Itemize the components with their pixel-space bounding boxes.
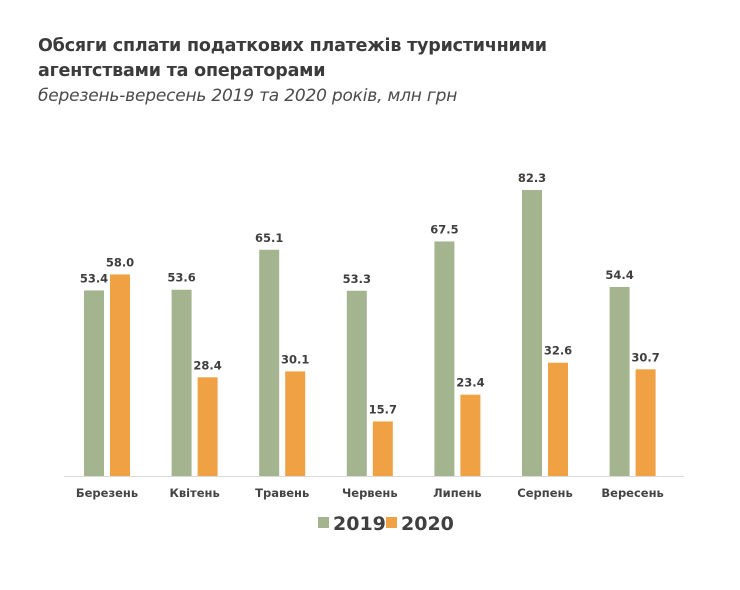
x-tick-label: Березень — [76, 486, 138, 500]
chart-title: Обсяги сплати податкових платежів турист… — [38, 36, 547, 81]
data-label-2019-1: 53.6 — [167, 271, 195, 285]
bar-2019-6 — [609, 286, 630, 476]
x-tick-label: Липень — [433, 486, 482, 500]
x-tick-label: Червень — [342, 486, 398, 500]
data-label-2020-2: 30.1 — [281, 352, 309, 366]
legend-swatch-2019 — [318, 517, 329, 528]
bar-2020-5 — [548, 362, 568, 476]
x-tick-label: Серпень — [517, 486, 572, 500]
data-label-2020-4: 23.4 — [456, 376, 484, 390]
data-label-2020-3: 15.7 — [369, 402, 397, 416]
legend: 2019 2020 — [318, 513, 454, 535]
data-label-2020-0: 58.0 — [106, 255, 134, 269]
bar-2020-1 — [197, 377, 218, 476]
bar-2019-5 — [522, 190, 542, 476]
bar-2020-6 — [635, 369, 656, 476]
x-tick-label: Квітень — [169, 486, 219, 500]
data-label-2019-2: 65.1 — [255, 231, 283, 245]
legend-label-2019: 2019 — [333, 513, 386, 535]
data-label-2020-5: 32.6 — [544, 344, 572, 358]
bar-2020-2 — [285, 371, 306, 476]
bar-2020-0 — [110, 274, 130, 476]
bar-2019-1 — [171, 289, 192, 476]
data-label-2019-6: 54.4 — [605, 268, 633, 282]
data-label-2019-5: 82.3 — [518, 171, 546, 185]
data-label-2020-1: 28.4 — [193, 358, 221, 372]
bar-2019-4 — [434, 241, 455, 476]
x-tick-label: Травень — [255, 486, 309, 500]
chart-subtitle: березень-вересень 2019 та 2020 років, мл… — [38, 86, 458, 106]
legend-label-2020: 2020 — [401, 513, 454, 535]
legend-swatch-2020 — [386, 517, 397, 528]
data-label-2019-3: 53.3 — [343, 272, 371, 286]
data-label-2020-6: 30.7 — [631, 350, 659, 364]
x-tick-label: Вересень — [601, 486, 663, 500]
data-label-2019-0: 53.4 — [80, 271, 108, 285]
bar-2020-4 — [460, 394, 481, 476]
bar-2019-2 — [259, 249, 280, 476]
bar-2020-3 — [372, 421, 393, 476]
bar-2019-0 — [84, 290, 104, 476]
bar-2019-3 — [346, 290, 367, 476]
data-label-2019-4: 67.5 — [430, 222, 458, 236]
